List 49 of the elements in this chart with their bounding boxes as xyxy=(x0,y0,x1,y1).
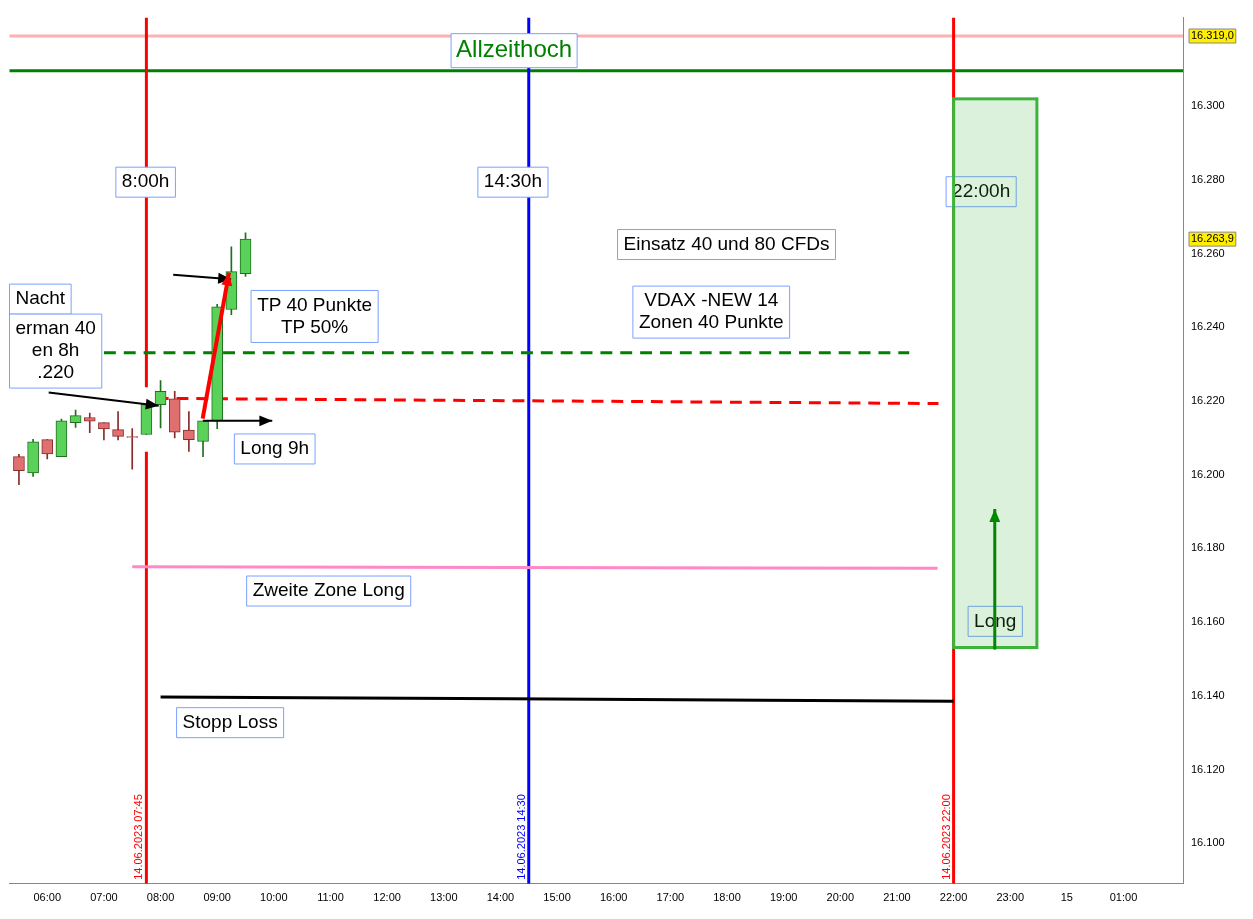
x-tick-label: 11:00 xyxy=(317,891,344,904)
y-tick-label: 16.300 xyxy=(1191,99,1225,112)
ref-line-label: 14.06.2023 14:30 xyxy=(514,794,527,880)
x-tick-label: 09:00 xyxy=(203,891,231,904)
x-tick-label: 16:00 xyxy=(599,891,628,904)
y-tick-label: 16.120 xyxy=(1191,762,1225,775)
y-tick-label: 16.180 xyxy=(1191,541,1225,554)
x-tick-label: 21:00 xyxy=(883,891,911,904)
y-tick-label: 16.160 xyxy=(1191,615,1225,628)
annotation: VDAX -NEW 14 Zonen 40 Punkte xyxy=(638,289,784,333)
y-tick-label: 16.100 xyxy=(1191,836,1225,849)
x-tick-label: 07:00 xyxy=(90,891,118,904)
x-tick-label: 22:00 xyxy=(939,891,968,904)
x-tick-label: 15:00 xyxy=(543,891,571,904)
y-tick-label: 16.260 xyxy=(1191,246,1225,259)
annotation: TP 40 Punkte TP 50% xyxy=(257,293,372,337)
y-tick-label: 16.220 xyxy=(1191,393,1225,406)
text: 16.319,0 xyxy=(1191,29,1234,42)
ref-line-label: 14.06.2023 22:00 xyxy=(939,794,952,880)
annotation: Long 9h xyxy=(240,437,310,459)
x-tick-label: 18:00 xyxy=(713,891,741,904)
x-tick-label: 17:00 xyxy=(656,891,685,904)
annotation: erman 40 en 8h .220 xyxy=(15,317,96,383)
annotation: Einsatz 40 und 80 CFDs xyxy=(623,232,830,254)
x-tick-label: 14:00 xyxy=(486,891,515,904)
x-tick-label: 23:00 xyxy=(996,891,1024,904)
x-tick-label: 13:00 xyxy=(430,891,458,904)
y-tick-label: 16.280 xyxy=(1191,172,1225,185)
ref-line-label: Allzeithoch xyxy=(456,35,573,63)
ref-line-label: 14.06.2023 07:45 xyxy=(132,794,145,880)
x-tick-label: 10:00 xyxy=(260,891,288,904)
x-tick-label: 15 xyxy=(1060,891,1073,904)
text: 16.263,9 xyxy=(1191,232,1234,245)
y-tick-label: 16.240 xyxy=(1191,320,1225,333)
annotation: 8:00h xyxy=(121,170,170,192)
x-tick-label: 20:00 xyxy=(826,891,855,904)
annotation: Stopp Loss xyxy=(182,710,278,732)
candlestick xyxy=(183,411,195,452)
annotation: 14:30h xyxy=(483,170,542,192)
x-tick-label: 12:00 xyxy=(373,891,401,904)
annotation: Nacht xyxy=(15,287,66,309)
annotation: Zweite Zone Long xyxy=(252,579,405,601)
x-tick-label: 06:00 xyxy=(33,891,62,904)
annotation: 22:00h xyxy=(952,179,1011,201)
y-tick-label: 16.140 xyxy=(1191,688,1225,701)
x-tick-label: 19:00 xyxy=(769,891,798,904)
y-tick-label: 16.200 xyxy=(1191,467,1225,480)
x-tick-label: 08:00 xyxy=(146,891,175,904)
x-tick-label: 01:00 xyxy=(1109,891,1138,904)
